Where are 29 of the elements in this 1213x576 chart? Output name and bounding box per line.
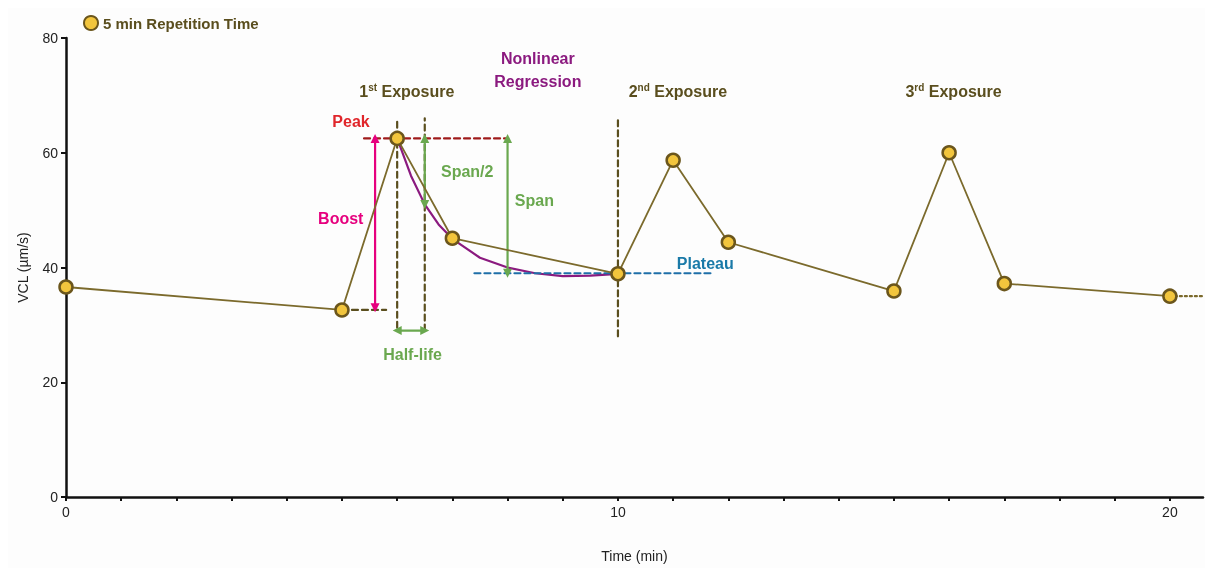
legend-label: 5 min Repetition Time: [103, 14, 259, 32]
x-tick-label: 0: [62, 504, 71, 520]
y-tick-label: 0: [50, 489, 59, 505]
x-axis-title: Time (min): [601, 548, 668, 564]
annotation: Nonlinear Regression: [494, 49, 582, 90]
y-tick-label: 40: [42, 259, 59, 276]
point: [886, 283, 902, 299]
point: [610, 266, 626, 282]
y-tick-label: 20: [42, 374, 59, 391]
y-tick-label: 80: [42, 30, 59, 46]
point: [941, 145, 957, 161]
point: [444, 230, 461, 246]
x-tick-label: 10: [610, 504, 626, 520]
annotation: Half-life: [383, 345, 442, 363]
point: [665, 152, 681, 168]
annotation: Span/2: [440, 163, 494, 181]
point: [58, 279, 74, 295]
x-tick-label: 20: [1162, 504, 1178, 520]
y-axis-title: VCL (µm/s): [15, 232, 31, 303]
annotation: Plateau: [676, 254, 734, 272]
annotation: Peak: [332, 113, 370, 131]
point: [720, 234, 737, 250]
annotation: Boost: [318, 210, 365, 228]
point: [1162, 288, 1178, 304]
point: [389, 130, 405, 147]
point: [334, 302, 350, 318]
annotation: Span: [514, 192, 554, 210]
y-tick-label: 60: [42, 144, 59, 161]
point: [996, 275, 1013, 292]
